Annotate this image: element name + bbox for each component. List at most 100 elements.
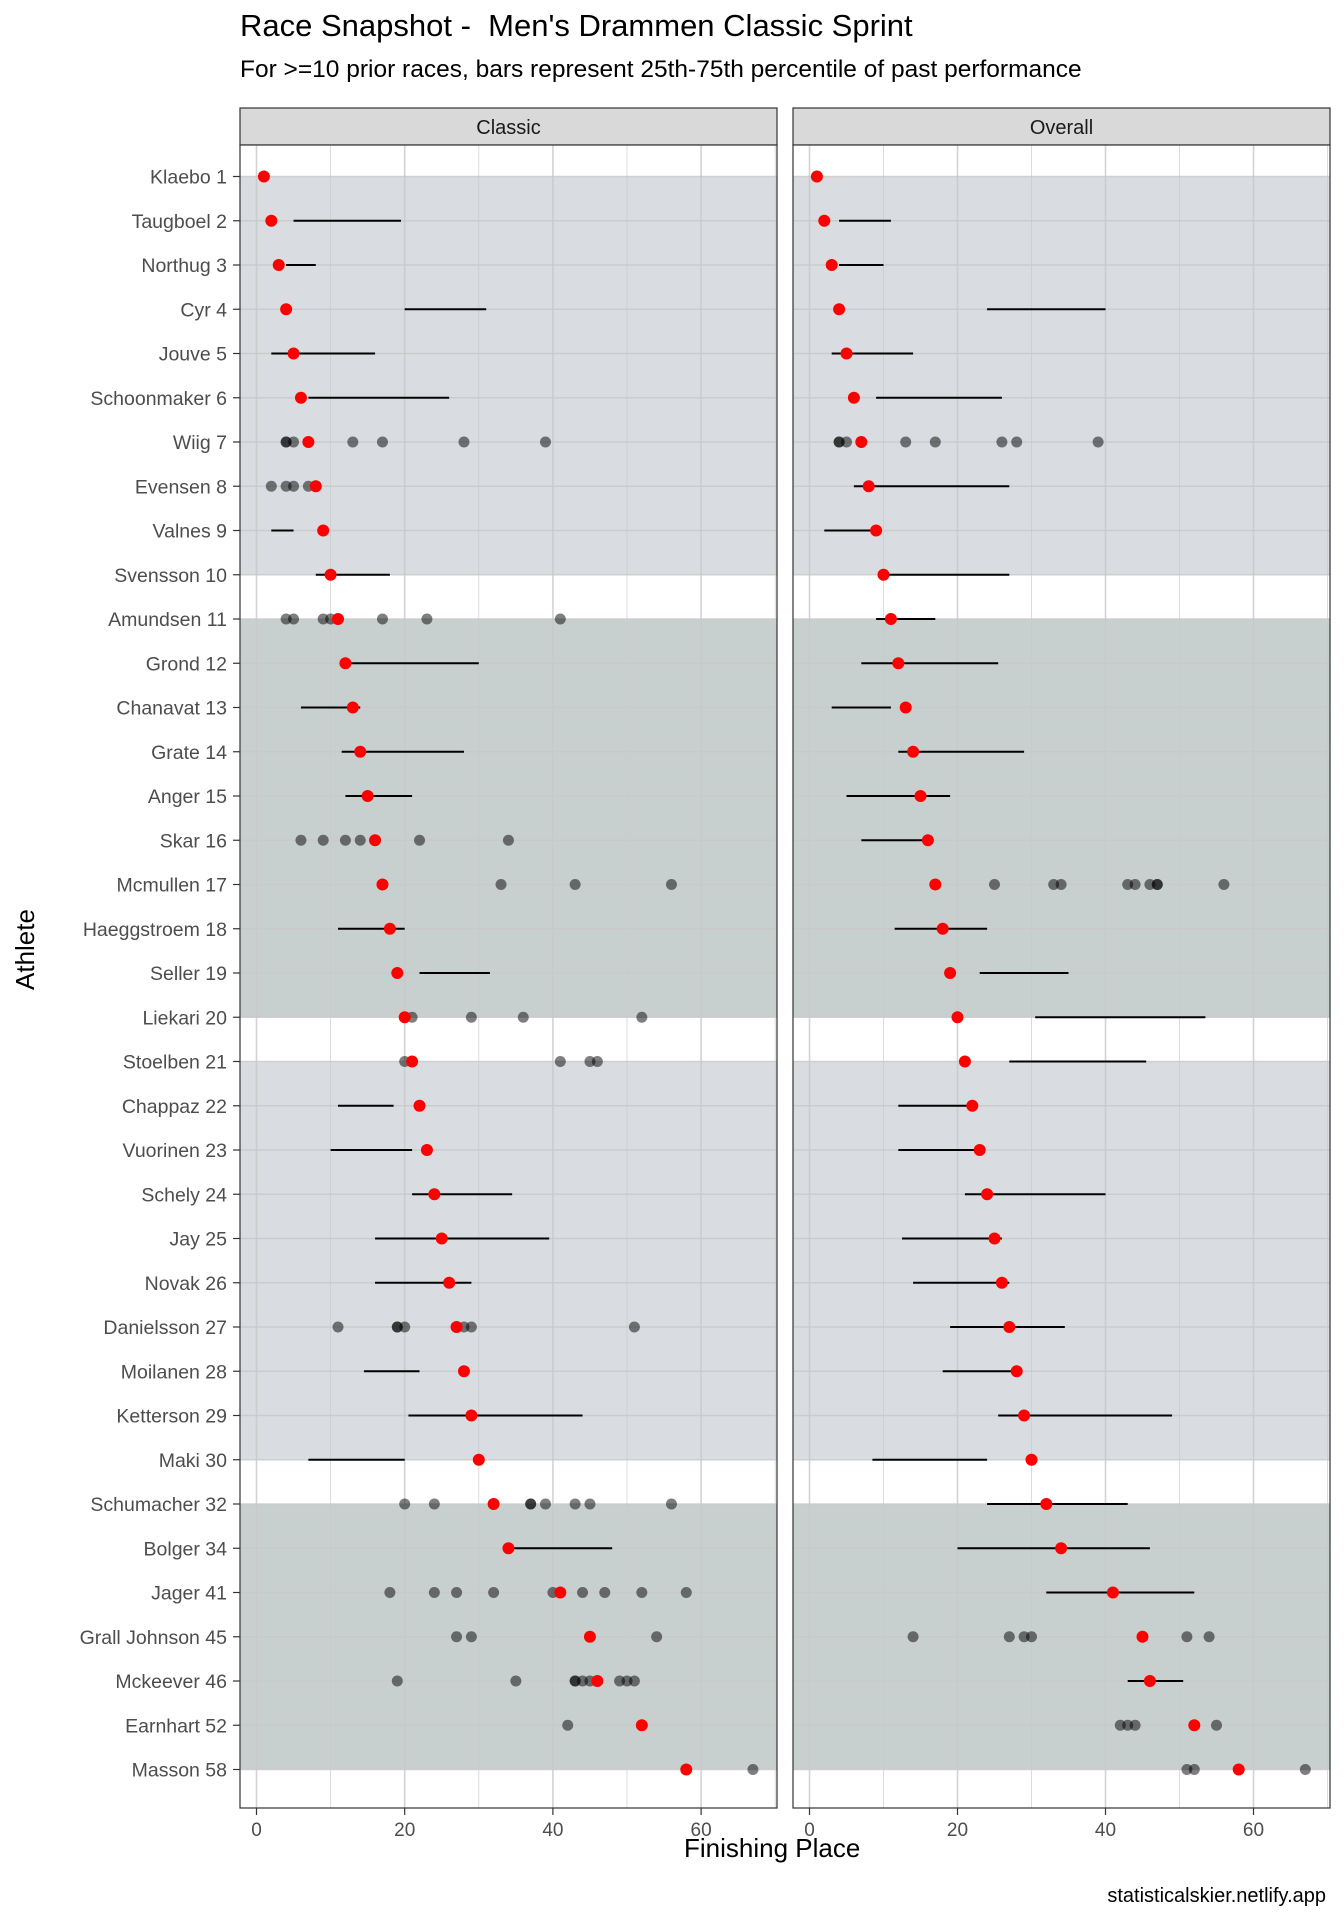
panel-border [792,144,1331,1809]
past-result-point [510,1675,522,1687]
past-result-point [1188,1764,1200,1775]
current-place-point [591,1675,604,1687]
athlete-label: Jouve 5 [159,344,227,366]
current-place-point [973,1144,986,1156]
past-result-point [841,436,852,448]
athlete-label: Grate 14 [151,742,227,764]
current-place-point [892,657,905,670]
group-band [240,176,777,575]
current-place-point [995,1276,1008,1289]
current-place-point [376,878,389,891]
current-place-point [988,1232,1001,1245]
past-result-point [907,1631,919,1643]
past-result-point [347,436,359,448]
athlete-label: Mcmullen 17 [116,875,227,897]
current-place-point [280,303,293,316]
current-place-point [833,303,846,316]
current-place-point [1188,1719,1201,1732]
athlete-label: Chappaz 22 [122,1096,227,1118]
current-place-point [1025,1453,1038,1466]
athlete-label: Northug 3 [141,255,227,277]
athlete-label: Mckeever 46 [115,1671,227,1693]
current-place-point [1010,1365,1023,1378]
athlete-label: Taugboel 2 [132,211,227,233]
past-result-point [399,1321,411,1333]
athlete-label: Maki 30 [159,1450,227,1472]
current-place-point [317,524,330,537]
current-place-point [1136,1630,1149,1643]
x-tick-label: 0 [251,1820,262,1841]
past-result-point [502,834,514,846]
current-place-point [457,1365,470,1378]
athlete-label: Haeggstroem 18 [83,919,227,941]
athlete-label: Grond 12 [146,653,227,675]
past-result-point [339,834,351,846]
current-place-point [884,613,897,625]
athlete-label: Seller 19 [150,963,227,985]
panel-strip [239,107,778,146]
athlete-label: Schely 24 [141,1184,227,1206]
athlete-label: Amundsen 11 [108,609,227,631]
x-tick-label: 60 [1243,1820,1264,1841]
panel-strip [792,107,1331,146]
past-result-point [288,436,300,448]
current-place-point [309,480,322,493]
current-place-point [847,391,860,404]
past-result-point [451,1631,463,1643]
athlete-label: Schoonmaker 6 [90,388,227,410]
past-result-point [665,879,677,890]
source-caption: statisticalskier.netlify.app [1107,1885,1326,1907]
chart-title: Race Snapshot - Men's Drammen Classic Sp… [240,8,913,43]
past-result-point [636,1011,648,1023]
athlete-label: Novak 26 [145,1273,227,1295]
x-tick-label: 40 [1095,1820,1116,1841]
past-result-point [288,613,300,625]
past-result-point [680,1587,692,1598]
current-place-point [413,1099,426,1112]
current-place-point [265,214,278,227]
past-result-point [295,834,307,846]
current-place-point [502,1542,515,1555]
current-place-point [583,1630,596,1643]
current-place-point [450,1321,463,1333]
panel-classic: Classic 0 20 40 60 [239,107,778,1841]
current-place-point [966,1099,979,1112]
past-result-point [1151,879,1163,890]
past-result-point [391,1675,403,1687]
past-result-point [458,436,470,448]
current-place-point [324,568,337,581]
past-result-point [332,1321,344,1333]
athlete-label: Valnes 9 [153,521,227,543]
athlete-label: Stoelben 21 [123,1052,227,1074]
past-result-point [1055,879,1067,890]
past-result-point [539,436,551,448]
group-band [240,1061,777,1460]
past-result-point [465,1631,477,1643]
current-place-point [1040,1498,1053,1510]
past-result-point [421,613,433,625]
athlete-label: Ketterson 29 [116,1406,227,1428]
past-result-point [1203,1631,1215,1643]
past-result-point [428,1498,440,1510]
current-place-point [899,701,912,714]
current-place-point [951,1011,964,1024]
past-result-point [525,1498,537,1510]
athlete-label: Earnhart 52 [125,1715,227,1737]
past-result-point [1129,879,1141,890]
athlete-label: Schumacher 32 [90,1494,227,1516]
past-result-point [569,879,581,890]
x-tick-label: 60 [691,1820,712,1841]
past-result-point [1011,436,1023,448]
current-place-point [294,391,307,404]
group-band [793,176,1330,575]
past-result-point [1218,879,1230,890]
panel-strip-label: Classic [476,117,540,139]
current-place-point [635,1719,648,1732]
current-place-point [443,1276,456,1289]
current-place-point [472,1453,485,1466]
past-result-point [554,613,566,625]
current-place-point [257,170,270,183]
past-result-point [414,834,426,846]
past-result-point [488,1587,500,1598]
past-result-point [651,1631,663,1643]
